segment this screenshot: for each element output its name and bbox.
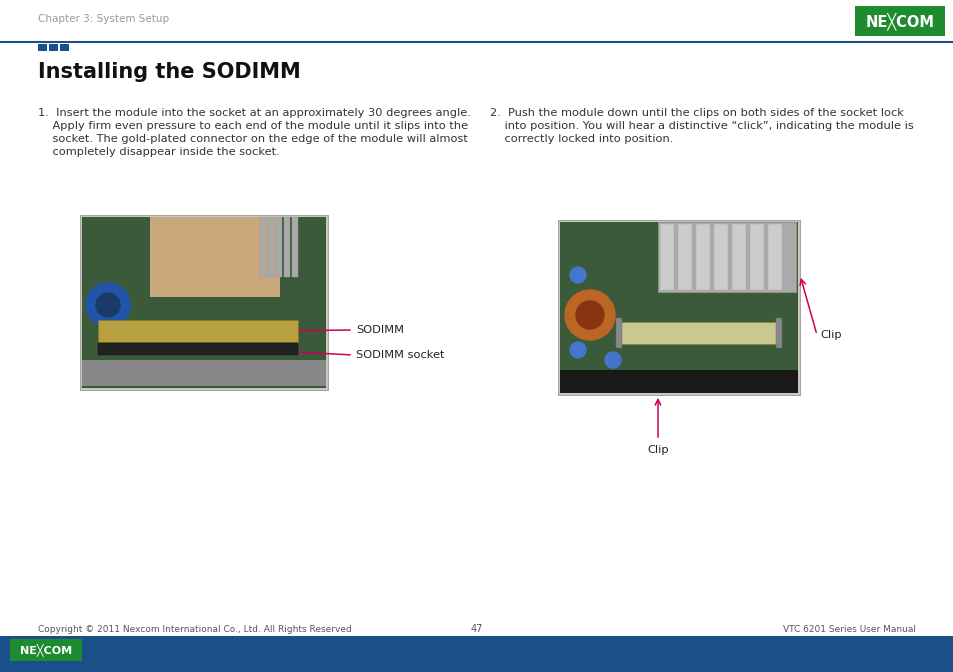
Text: Clip: Clip	[646, 445, 668, 455]
Bar	[767, 224, 781, 290]
Circle shape	[96, 293, 120, 317]
Bar	[0, 636, 953, 672]
Bar	[678, 224, 691, 290]
Circle shape	[604, 352, 620, 368]
Bar	[616, 318, 621, 348]
Bar	[38, 44, 47, 51]
Text: socket. The gold-plated connector on the edge of the module will almost: socket. The gold-plated connector on the…	[38, 134, 467, 144]
Circle shape	[569, 267, 585, 283]
Bar	[659, 224, 673, 290]
Text: 1.  Insert the module into the socket at an approximately 30 degrees angle.: 1. Insert the module into the socket at …	[38, 108, 471, 118]
Bar	[559, 370, 797, 393]
Bar	[559, 222, 797, 393]
Bar	[82, 360, 326, 386]
Bar	[268, 217, 274, 277]
Circle shape	[86, 283, 130, 327]
Bar	[284, 217, 290, 277]
Text: into position. You will hear a distinctive “click”, indicating the module is: into position. You will hear a distincti…	[490, 121, 913, 131]
Bar	[749, 224, 763, 290]
Bar	[713, 224, 727, 290]
Text: 47: 47	[471, 624, 482, 634]
Bar	[658, 222, 795, 292]
Text: 2.  Push the module down until the clips on both sides of the socket lock: 2. Push the module down until the clips …	[490, 108, 902, 118]
Text: Chapter 3: System Setup: Chapter 3: System Setup	[38, 14, 169, 24]
Text: NE╳COM: NE╳COM	[864, 12, 934, 30]
Bar	[775, 318, 781, 348]
Bar	[49, 44, 58, 51]
Circle shape	[569, 342, 585, 358]
Bar	[558, 220, 800, 395]
Text: completely disappear inside the socket.: completely disappear inside the socket.	[38, 147, 279, 157]
Text: NE╳COM: NE╳COM	[20, 644, 72, 657]
Text: correctly locked into position.: correctly locked into position.	[490, 134, 673, 144]
Bar	[854, 6, 944, 36]
Bar	[82, 217, 326, 388]
Text: Clip: Clip	[820, 330, 841, 340]
Circle shape	[576, 301, 603, 329]
Text: Copyright © 2011 Nexcom International Co., Ltd. All Rights Reserved: Copyright © 2011 Nexcom International Co…	[38, 625, 352, 634]
Bar	[80, 215, 328, 390]
Text: VTC 6201 Series User Manual: VTC 6201 Series User Manual	[782, 625, 915, 634]
Bar	[731, 224, 745, 290]
Bar	[275, 217, 282, 277]
Bar	[98, 320, 297, 342]
Bar	[150, 217, 280, 297]
Bar	[98, 343, 297, 355]
Bar	[10, 639, 82, 661]
Text: Installing the SODIMM: Installing the SODIMM	[38, 62, 300, 82]
Text: SODIMM: SODIMM	[355, 325, 403, 335]
Bar	[618, 322, 778, 344]
Text: Apply firm even pressure to each end of the module until it slips into the: Apply firm even pressure to each end of …	[38, 121, 468, 131]
Bar	[260, 217, 266, 277]
Text: SODIMM socket: SODIMM socket	[355, 350, 444, 360]
Bar	[60, 44, 69, 51]
Bar	[292, 217, 297, 277]
Circle shape	[564, 290, 615, 340]
Bar	[696, 224, 709, 290]
